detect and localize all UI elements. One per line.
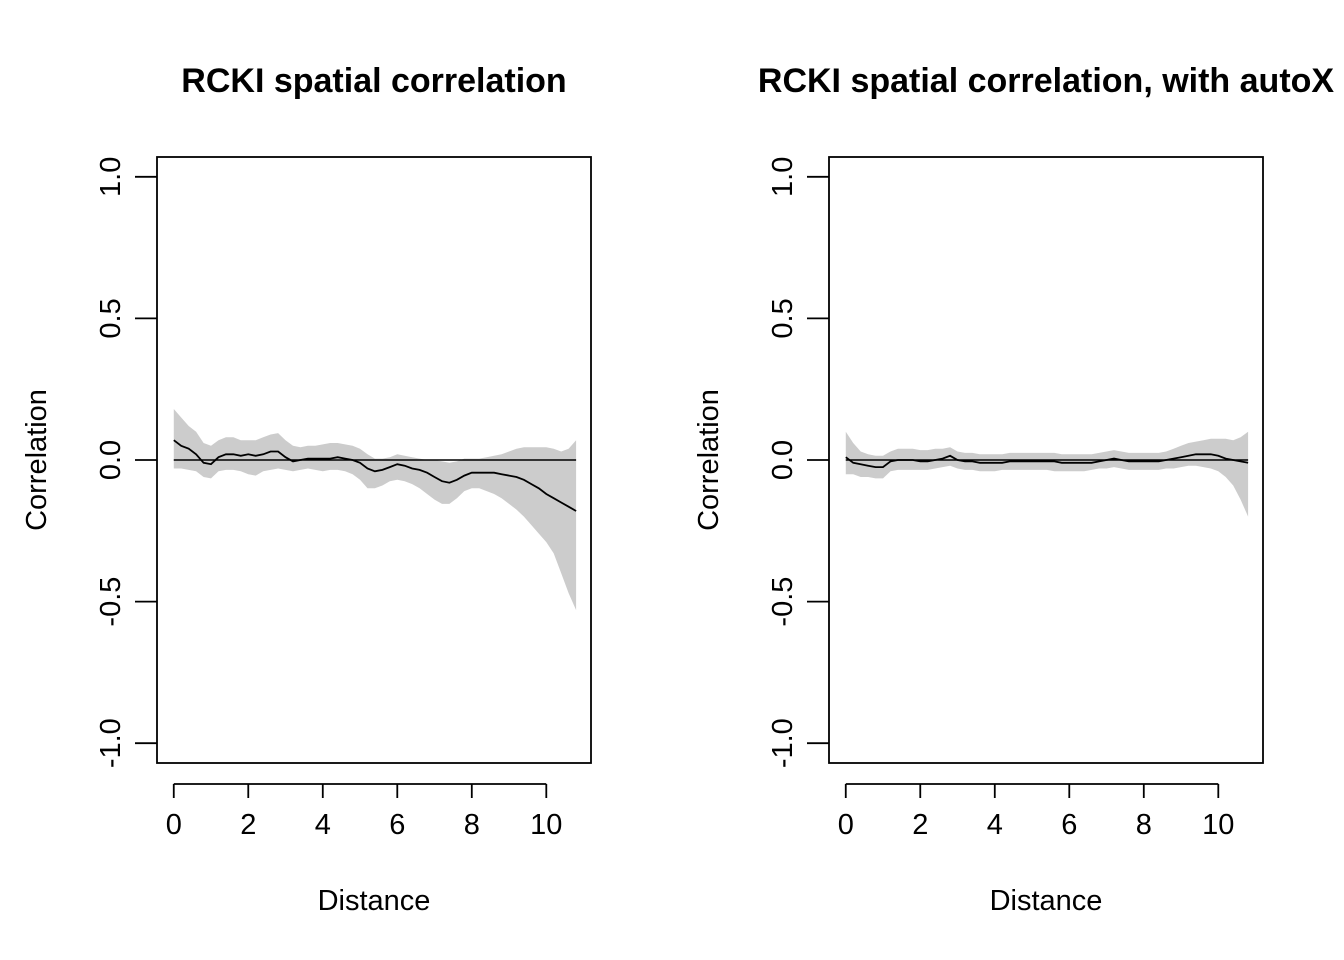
y-tick-label: 1.0 — [95, 157, 127, 197]
y-tick-label: 0.5 — [95, 298, 127, 338]
y-tick-label: 0.0 — [95, 440, 127, 480]
chart-panel-1: RCKI spatial correlation 0 2 4 6 8 10 Distance -… — [21, 62, 592, 917]
x-tick-label: 6 — [389, 809, 405, 841]
chart-panel-2: RCKI spatial correlation, with autoX 0 2 4 6… — [693, 62, 1334, 917]
x-tick-label: 8 — [1136, 809, 1152, 841]
x-tick-label: 4 — [987, 809, 1003, 841]
y-tick-label: 0.5 — [767, 298, 799, 338]
chart-title: RCKI spatial correlation — [181, 62, 566, 100]
y-tick-label: -0.5 — [95, 577, 127, 627]
x-tick-label: 0 — [838, 809, 854, 841]
y-axis-label: Correlation — [693, 389, 725, 531]
y-tick-label: -0.5 — [767, 577, 799, 627]
x-tick-label: 8 — [464, 809, 480, 841]
y-tick-label: 0.0 — [767, 440, 799, 480]
x-tick-label: 0 — [166, 809, 182, 841]
correlation-line — [173, 439, 577, 512]
y-tick-label: 1.0 — [767, 157, 799, 197]
chart-title: RCKI spatial correlation, with autoX — [758, 62, 1335, 100]
correlation-line — [845, 453, 1249, 469]
x-tick-label: 6 — [1061, 809, 1077, 841]
x-axis-label: Distance — [990, 885, 1103, 917]
x-tick-label: 2 — [240, 809, 256, 841]
x-tick-label: 10 — [1202, 809, 1234, 841]
x-tick-label: 4 — [315, 809, 331, 841]
y-tick-label: -1.0 — [767, 718, 799, 768]
confidence-band — [845, 431, 1249, 517]
x-tick-label: 10 — [530, 809, 562, 841]
y-axis-label: Correlation — [21, 389, 53, 531]
x-axis-label: Distance — [318, 885, 431, 917]
confidence-band — [173, 409, 577, 611]
x-tick-label: 2 — [912, 809, 928, 841]
y-tick-label: -1.0 — [95, 718, 127, 768]
